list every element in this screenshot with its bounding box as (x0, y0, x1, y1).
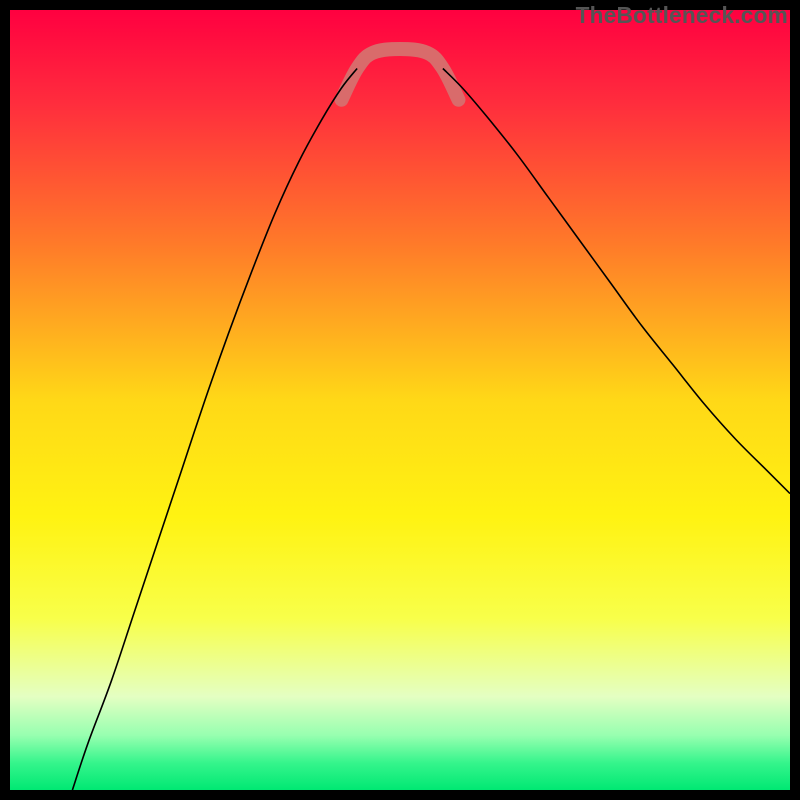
plot-background (10, 10, 790, 790)
plot-svg (10, 10, 790, 790)
bottleneck-chart: TheBottleneck.com (0, 0, 800, 800)
watermark-text: TheBottleneck.com (576, 2, 788, 29)
